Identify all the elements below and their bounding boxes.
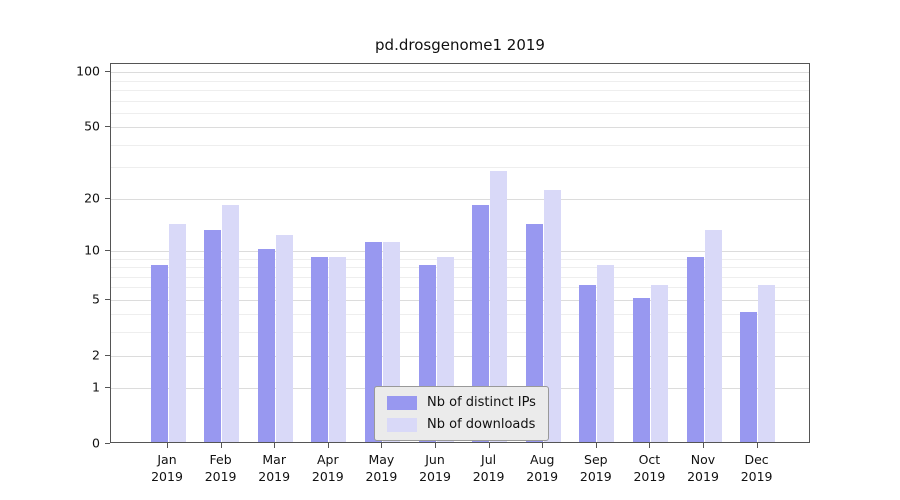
bar-mar-distinct-ips (257, 248, 275, 442)
bar-oct-distinct-ips (632, 297, 650, 442)
bar-dec-downloads (758, 285, 776, 442)
gridline-70 (111, 100, 809, 102)
bar-nov-distinct-ips (686, 256, 704, 442)
gridline-30 (111, 167, 809, 169)
bar-sep-downloads (597, 265, 615, 442)
gridline-2 (111, 355, 809, 357)
gridline-9 (111, 258, 809, 260)
x-tick-label-jan: Jan 2019 (151, 452, 183, 484)
gridline-60 (111, 112, 809, 114)
bar-jan-downloads (168, 223, 186, 442)
chart-title: pd.drosgenome1 2019 (375, 36, 545, 54)
legend-swatch-downloads (387, 417, 417, 432)
x-tick-mark-jun (435, 443, 436, 448)
y-tick-label-2: 2 (92, 347, 100, 362)
x-tick-label-mar: Mar 2019 (258, 452, 291, 484)
bar-dec-distinct-ips (740, 312, 758, 442)
x-tick-label-may: May 2019 (365, 452, 398, 484)
x-tick-label-sep: Sep 2019 (579, 452, 612, 484)
gridline-50 (111, 127, 809, 129)
gridline-7 (111, 276, 809, 278)
gridline-3 (111, 332, 809, 334)
x-tick-label-apr: Apr 2019 (311, 452, 344, 484)
bar-mar-downloads (275, 235, 293, 442)
gridline-20 (111, 198, 809, 200)
x-tick-mark-feb (220, 443, 222, 448)
x-tick-mark-apr (327, 443, 329, 448)
legend-label-downloads: Nb of downloads (427, 417, 536, 432)
legend: Nb of distinct IPs Nb of downloads (374, 386, 549, 441)
bar-feb-distinct-ips (204, 229, 222, 442)
legend-swatch-distinct-ips (387, 395, 417, 410)
y-tick-mark-100 (105, 71, 110, 73)
plot-area: Nb of distinct IPs Nb of downloads (110, 63, 810, 443)
x-tick-mark-may (381, 443, 383, 448)
x-tick-label-jul: Jul 2019 (472, 452, 505, 484)
gridline-6 (111, 287, 809, 289)
x-tick-mark-mar (274, 443, 276, 448)
y-tick-mark-10 (105, 249, 110, 251)
y-tick-mark-20 (105, 197, 110, 199)
y-tick-mark-0 (105, 443, 110, 444)
bar-jan-distinct-ips (150, 265, 168, 442)
y-tick-mark-2 (105, 354, 110, 356)
x-tick-label-feb: Feb 2019 (204, 452, 237, 484)
bar-jul-downloads (490, 170, 508, 442)
bar-jul-distinct-ips (472, 204, 490, 442)
y-tick-label-1: 1 (92, 379, 100, 395)
legend-item-downloads: Nb of downloads (387, 417, 536, 432)
gridline-40 (111, 144, 809, 146)
x-tick-mark-jul (488, 443, 490, 448)
gridline-80 (111, 90, 809, 92)
x-tick-mark-jan (167, 443, 168, 448)
x-tick-mark-oct (649, 443, 651, 448)
x-tick-mark-nov (703, 443, 704, 448)
bar-oct-downloads (650, 285, 668, 442)
gridline-90 (111, 80, 809, 82)
x-tick-mark-aug (542, 443, 544, 448)
y-tick-mark-50 (105, 126, 110, 128)
y-tick-label-100: 100 (76, 63, 100, 79)
bar-nov-downloads (704, 229, 722, 442)
y-tick-mark-1 (105, 387, 110, 389)
bar-sep-distinct-ips (579, 285, 597, 442)
bar-aug-downloads (543, 189, 561, 442)
bar-apr-downloads (329, 256, 347, 442)
gridline-5 (111, 299, 809, 301)
gridline-100 (111, 72, 809, 74)
bar-apr-distinct-ips (311, 256, 329, 442)
y-tick-label-50: 50 (84, 118, 100, 134)
legend-item-distinct-ips: Nb of distinct IPs (387, 395, 536, 410)
x-tick-label-aug: Aug 2019 (526, 452, 559, 484)
legend-label-distinct-ips: Nb of distinct IPs (427, 395, 536, 410)
y-tick-label-0: 0 (92, 435, 100, 451)
x-tick-mark-sep (595, 443, 597, 448)
y-tick-label-10: 10 (84, 242, 100, 258)
y-tick-label-5: 5 (92, 291, 100, 307)
x-tick-label-jun: Jun 2019 (419, 452, 451, 484)
gridline-10 (111, 250, 809, 252)
gridline-4 (111, 314, 809, 316)
gridline-8 (111, 267, 809, 268)
x-tick-label-dec: Dec 2019 (740, 452, 773, 484)
x-tick-mark-dec (756, 443, 758, 448)
bar-feb-downloads (222, 204, 240, 442)
x-tick-label-oct: Oct 2019 (633, 452, 666, 484)
x-tick-label-nov: Nov 2019 (687, 452, 719, 484)
y-tick-mark-5 (105, 298, 110, 300)
y-tick-label-20: 20 (84, 190, 100, 206)
